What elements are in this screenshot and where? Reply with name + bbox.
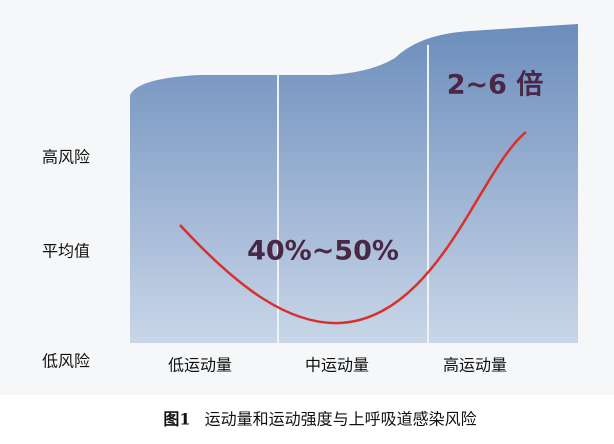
panel	[130, 24, 578, 343]
x-label: 中运动量	[305, 356, 369, 375]
y-label: 高风险	[42, 148, 90, 167]
risk-curve	[179, 131, 527, 325]
caption-number: 图1	[163, 410, 190, 429]
x-label: 低运动量	[168, 356, 232, 375]
annotation: 40%~50%	[247, 236, 399, 267]
x-label: 高运动量	[443, 356, 507, 375]
y-label: 平均值	[42, 242, 90, 261]
caption-text: 运动量和运动强度与上呼吸道感染风险	[205, 410, 477, 429]
annotation: 2~6 倍	[447, 69, 544, 101]
y-label: 低风险	[42, 352, 90, 371]
